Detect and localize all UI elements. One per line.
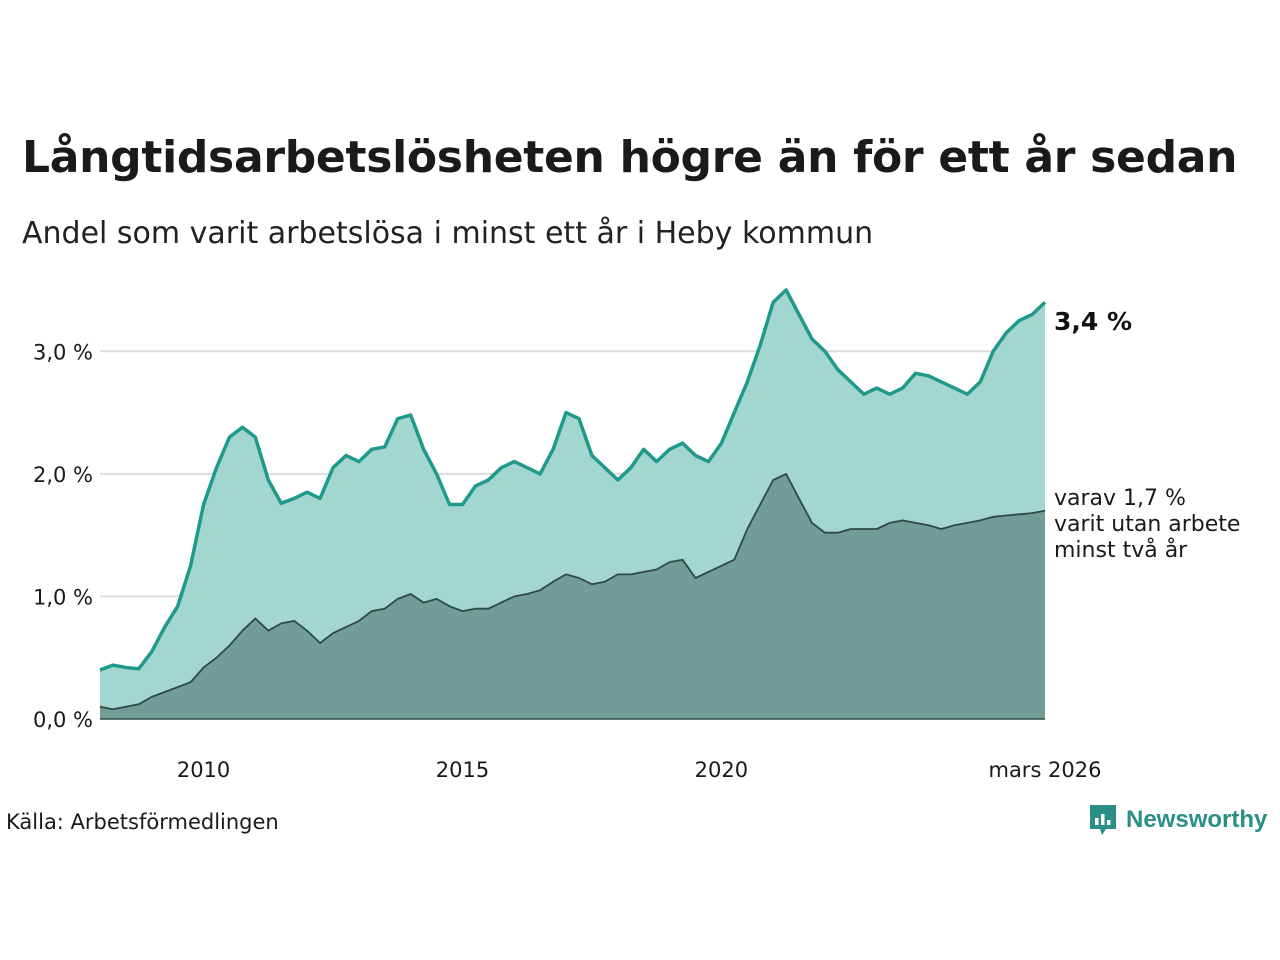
- end-label-total: 3,4 %: [1054, 307, 1132, 336]
- line-total: [99, 288, 1047, 672]
- end-label-long-line3: minst två år: [1054, 537, 1188, 563]
- y-tick-label: 1,0 %: [33, 585, 93, 609]
- x-tick-label: 2015: [436, 758, 489, 782]
- newsworthy-logo-icon: [1090, 805, 1116, 835]
- chart-subtitle: Andel som varit arbetslösa i minst ett å…: [22, 216, 874, 251]
- x-tick-label: 2010: [177, 758, 230, 782]
- x-tick-label: 2020: [695, 758, 748, 782]
- y-tick-label: 2,0 %: [33, 463, 93, 487]
- chart-title: Långtidsarbetslösheten högre än för ett …: [22, 132, 1238, 183]
- y-tick-label: 3,0 %: [33, 340, 93, 364]
- end-label-long-line1: varav 1,7 %: [1054, 486, 1186, 511]
- brand-logo: Newsworthy: [1088, 803, 1267, 837]
- y-tick-label: 0,0 %: [33, 708, 93, 732]
- line-long: [99, 473, 1046, 711]
- x-axis: 2010 2015 2020 mars 2026: [177, 758, 1102, 782]
- y-axis: 0,0 % 1,0 % 2,0 % 3,0 %: [33, 340, 93, 732]
- brand-name: Newsworthy: [1126, 806, 1268, 833]
- x-tick-label: mars 2026: [988, 758, 1101, 782]
- end-label-long-line2: varit utan arbete: [1054, 512, 1240, 537]
- source-note: Källa: Arbetsförmedlingen: [6, 810, 279, 834]
- area-long-fill: [100, 473, 1045, 719]
